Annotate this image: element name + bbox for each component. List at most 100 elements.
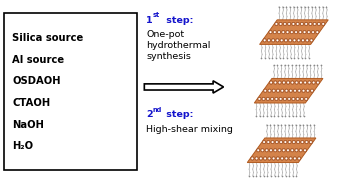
- Text: NaOH: NaOH: [12, 120, 44, 130]
- Circle shape: [276, 39, 279, 42]
- Circle shape: [275, 98, 277, 100]
- Circle shape: [267, 98, 269, 100]
- Circle shape: [283, 97, 287, 101]
- Circle shape: [308, 81, 311, 84]
- Circle shape: [281, 90, 283, 92]
- Circle shape: [275, 22, 278, 26]
- Circle shape: [274, 149, 276, 151]
- Circle shape: [303, 31, 306, 33]
- Circle shape: [306, 141, 308, 143]
- Circle shape: [297, 23, 298, 25]
- Circle shape: [279, 140, 283, 144]
- Circle shape: [282, 81, 286, 84]
- Circle shape: [263, 89, 267, 92]
- Circle shape: [309, 23, 312, 25]
- Circle shape: [288, 140, 291, 144]
- Circle shape: [291, 81, 294, 84]
- Circle shape: [300, 22, 304, 26]
- Polygon shape: [254, 78, 323, 103]
- Circle shape: [318, 23, 320, 25]
- Circle shape: [299, 81, 303, 84]
- Circle shape: [264, 90, 266, 92]
- Circle shape: [264, 157, 266, 160]
- Text: High-shear mixing: High-shear mixing: [146, 125, 233, 134]
- Circle shape: [284, 141, 286, 143]
- Circle shape: [274, 81, 277, 84]
- Polygon shape: [247, 138, 316, 163]
- Circle shape: [316, 31, 318, 33]
- Circle shape: [284, 39, 288, 42]
- Circle shape: [297, 141, 299, 143]
- Text: 2: 2: [146, 110, 153, 119]
- FancyArrow shape: [144, 81, 224, 93]
- Circle shape: [298, 39, 300, 41]
- Circle shape: [263, 39, 266, 42]
- Circle shape: [316, 81, 320, 84]
- Circle shape: [297, 157, 301, 160]
- Circle shape: [272, 89, 276, 92]
- Circle shape: [290, 90, 292, 92]
- Bar: [4, 13, 137, 170]
- Circle shape: [300, 97, 304, 101]
- Circle shape: [281, 89, 284, 92]
- Circle shape: [286, 81, 290, 84]
- Circle shape: [278, 31, 280, 33]
- Circle shape: [283, 149, 285, 151]
- Circle shape: [291, 97, 295, 101]
- Circle shape: [296, 97, 300, 101]
- Circle shape: [308, 31, 310, 33]
- Circle shape: [295, 149, 298, 152]
- Circle shape: [277, 90, 279, 92]
- Text: step:: step:: [163, 16, 193, 25]
- Circle shape: [280, 98, 282, 100]
- Circle shape: [311, 90, 313, 92]
- Circle shape: [262, 149, 263, 151]
- Circle shape: [284, 23, 286, 25]
- Circle shape: [287, 31, 289, 33]
- Circle shape: [285, 39, 287, 41]
- Circle shape: [294, 90, 296, 92]
- Circle shape: [303, 81, 307, 84]
- Text: One-pot
hydrothermal
synthesis: One-pot hydrothermal synthesis: [146, 30, 210, 61]
- Circle shape: [305, 98, 307, 100]
- Circle shape: [291, 149, 293, 151]
- Circle shape: [275, 140, 279, 144]
- Circle shape: [296, 81, 297, 84]
- Circle shape: [308, 81, 310, 84]
- Circle shape: [270, 31, 271, 33]
- Circle shape: [293, 98, 294, 100]
- Circle shape: [289, 141, 290, 143]
- Circle shape: [294, 39, 295, 41]
- Circle shape: [294, 30, 298, 34]
- Circle shape: [314, 23, 316, 25]
- Circle shape: [317, 81, 319, 84]
- Circle shape: [269, 81, 273, 84]
- Circle shape: [273, 90, 275, 92]
- Circle shape: [288, 23, 290, 25]
- Circle shape: [251, 157, 254, 160]
- Text: Al source: Al source: [12, 55, 64, 64]
- Circle shape: [307, 90, 309, 92]
- Circle shape: [283, 81, 285, 84]
- Text: H₂O: H₂O: [12, 142, 33, 151]
- Circle shape: [276, 89, 280, 92]
- Circle shape: [310, 141, 312, 143]
- Circle shape: [269, 149, 273, 152]
- Circle shape: [266, 97, 270, 101]
- Circle shape: [304, 97, 308, 101]
- Circle shape: [280, 141, 282, 143]
- Circle shape: [277, 30, 281, 34]
- Circle shape: [301, 39, 305, 42]
- Circle shape: [275, 81, 276, 84]
- Circle shape: [282, 30, 285, 34]
- Circle shape: [291, 31, 293, 33]
- Text: CTAOH: CTAOH: [12, 98, 50, 108]
- Circle shape: [258, 98, 260, 100]
- Circle shape: [287, 149, 289, 151]
- Circle shape: [298, 30, 302, 34]
- Circle shape: [321, 22, 325, 26]
- Circle shape: [274, 31, 276, 33]
- Text: st: st: [152, 12, 159, 18]
- Circle shape: [313, 81, 315, 84]
- Circle shape: [273, 30, 277, 34]
